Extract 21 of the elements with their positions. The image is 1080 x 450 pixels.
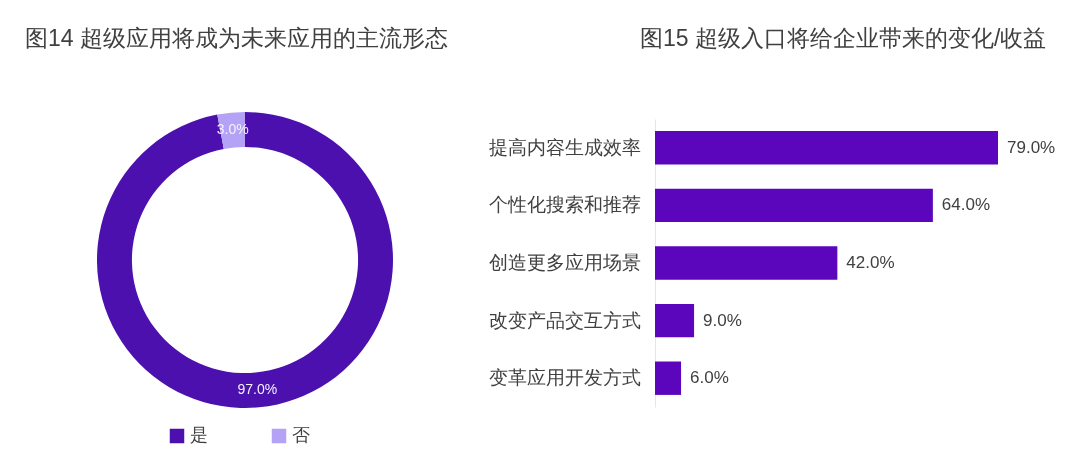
bar	[655, 303, 695, 338]
bar	[655, 131, 998, 165]
data-label: 42.0%	[846, 253, 895, 272]
data-label: 79.0%	[1007, 137, 1056, 157]
y-tick-label: 个性化搜索和推荐	[488, 194, 641, 216]
y-tick-label: 变革应用开发方式	[488, 367, 641, 389]
data-label: 9.0%	[703, 310, 742, 330]
data-label: 97.0%	[237, 380, 278, 397]
bar	[655, 361, 682, 395]
y-tick-label: 提高内容生成效率	[488, 136, 641, 158]
legend-label: 是	[190, 425, 208, 445]
bar	[655, 246, 838, 280]
chart-title: 图14 超级应用将成为未来应用的主流形态	[25, 25, 448, 51]
data-label: 6.0%	[690, 368, 729, 388]
chart-title: 图15 超级入口将给企业带来的变化/收益	[640, 25, 1047, 51]
y-tick-label: 改变产品交互方式	[488, 309, 641, 331]
bar	[655, 188, 933, 223]
data-label: 64.0%	[941, 195, 991, 215]
legend-label: 否	[292, 425, 310, 445]
donut-slice	[97, 112, 393, 408]
y-tick-label: 创造更多应用场景	[488, 252, 641, 273]
